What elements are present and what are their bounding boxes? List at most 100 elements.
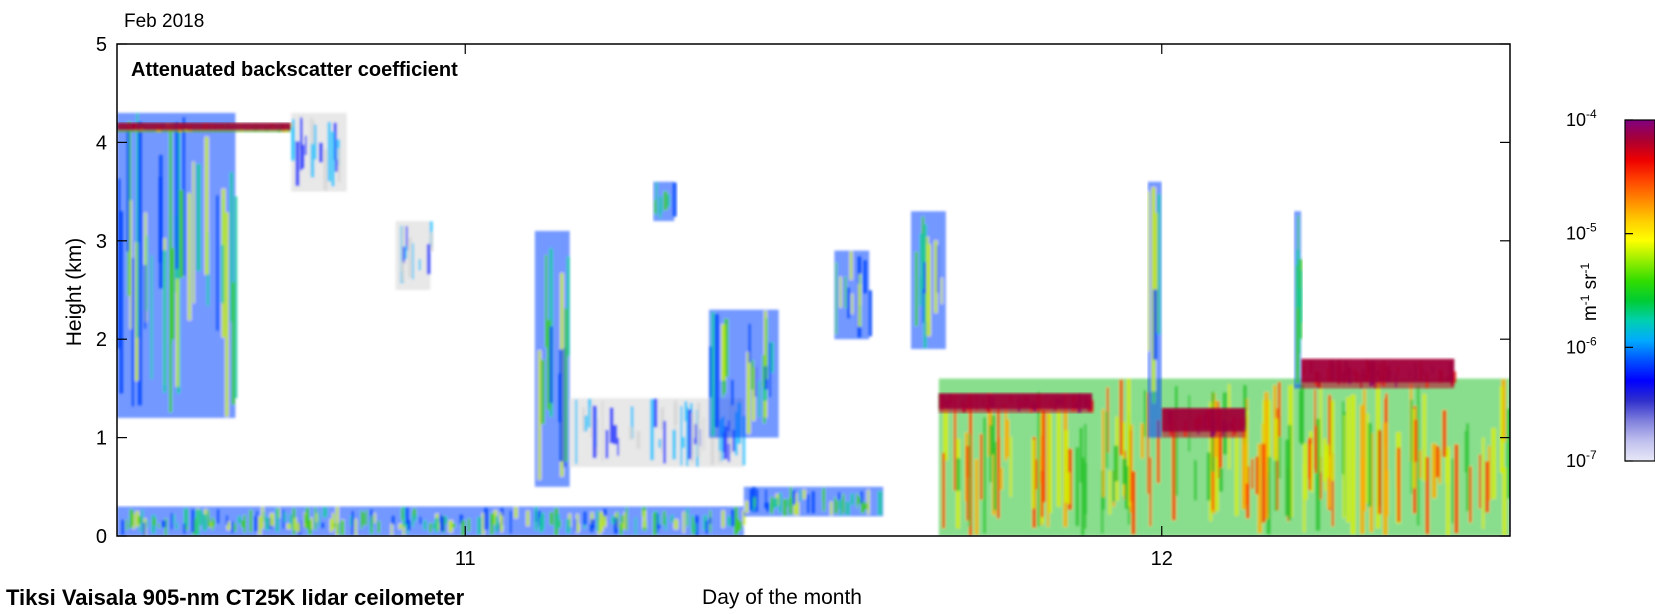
heatmap-cell: [749, 489, 753, 511]
heatmap-cell: [856, 493, 858, 508]
heatmap-cell: [1331, 453, 1334, 527]
heatmap-cell: [434, 518, 439, 533]
heatmap-cell: [1432, 443, 1437, 498]
heatmap-cell: [183, 523, 186, 534]
y-tick-label: 2: [96, 329, 107, 351]
heatmap-cell: [1384, 398, 1387, 447]
x-tick-labels: 11 12: [455, 548, 1173, 570]
heatmap-cell: [1482, 437, 1485, 529]
heatmap-cell: [176, 127, 180, 394]
heatmap-cell: [211, 517, 214, 531]
heatmap-cell: [212, 519, 215, 527]
heatmap-cell: [310, 517, 313, 530]
heatmap-cell: [1039, 456, 1042, 483]
heatmap-cell: [354, 519, 357, 536]
heatmap-cell: [1245, 410, 1248, 484]
heatmap-cell: [753, 497, 756, 507]
heatmap-cell: [807, 494, 810, 514]
heatmap-cell: [800, 490, 802, 501]
heatmap-cell: [1300, 270, 1303, 323]
heatmap-cell: [234, 196, 238, 399]
heatmap-cell: [412, 508, 417, 518]
heatmap-cell: [655, 182, 658, 216]
heatmap-cell: [136, 113, 139, 338]
feature-cloud: [534, 230, 570, 487]
x-tick-label: 11: [455, 548, 476, 570]
heatmap-cell: [844, 276, 847, 309]
heatmap-cell: [538, 350, 541, 480]
heatmap-cell: [429, 523, 432, 533]
heatmap-cell: [369, 520, 372, 534]
heatmap-cell: [742, 510, 746, 526]
heatmap-cell: [256, 511, 258, 531]
heatmap-cell: [230, 172, 233, 322]
heatmap-cell: [762, 355, 765, 388]
heatmap-cell: [128, 524, 133, 528]
heatmap-cell: [121, 519, 124, 536]
instrument-footer: Tiksi Vaisala 905-nm CT25K lidar ceilome…: [6, 585, 465, 610]
heatmap-cell: [1274, 456, 1279, 511]
heatmap-cell: [1488, 446, 1491, 501]
heatmap-cell: [144, 264, 146, 329]
feature-boundary-layer: [117, 506, 746, 536]
heatmap-cell: [1047, 402, 1049, 527]
heatmap-cell: [461, 520, 465, 536]
heatmap-cell: [1383, 422, 1388, 535]
heatmap-cell: [1453, 371, 1457, 383]
heatmap-cell: [684, 401, 688, 422]
heatmap-cell: [261, 506, 264, 529]
heatmap-cell: [564, 308, 568, 462]
heatmap-cell: [619, 523, 623, 535]
heatmap-cell: [838, 501, 842, 509]
y-tick-marks: [117, 43, 1510, 537]
heatmap-cell: [1157, 194, 1161, 335]
heatmap-cell: [849, 251, 853, 280]
heatmap-cell: [1207, 452, 1211, 501]
heatmap-cell: [263, 512, 266, 522]
heatmap-cell: [1325, 444, 1330, 478]
heatmap-cell: [169, 126, 173, 413]
heatmap-cell: [1412, 408, 1416, 489]
heatmap-cell: [405, 507, 409, 524]
y-tick-labels: 0 1 2 3 4 5: [96, 34, 107, 548]
heatmap-cell: [440, 516, 445, 532]
heatmap-cell: [753, 366, 757, 397]
heatmap-cell: [822, 489, 824, 502]
heatmap-cell: [745, 501, 749, 513]
heatmap-cell: [659, 196, 663, 214]
heatmap-cell: [1438, 449, 1441, 484]
heatmap-cell: [751, 360, 754, 390]
heatmap-cell: [254, 516, 257, 532]
heatmap-cell: [1219, 410, 1223, 468]
heatmap-cell: [1255, 456, 1259, 495]
x-axis-label: Day of the month: [702, 586, 862, 609]
heatmap-cell: [672, 182, 677, 217]
heatmap-cell: [304, 135, 307, 156]
heatmap-cell: [164, 518, 168, 536]
heatmap-cell: [693, 422, 696, 439]
heatmap-cell: [1274, 418, 1278, 461]
heatmap-cell: [225, 212, 229, 417]
heatmap-cell: [333, 522, 336, 528]
heatmap-cell: [1331, 400, 1334, 481]
feature-cloud: [911, 211, 946, 350]
heatmap-cell: [135, 511, 139, 527]
heatmap-cell: [143, 522, 146, 536]
heatmap-cell: [766, 502, 769, 512]
heatmap-cell: [1113, 445, 1118, 482]
heatmap-cell: [1151, 187, 1156, 392]
heatmap-cell: [453, 523, 456, 528]
y-axis-label: Height (km): [63, 238, 86, 347]
heatmap-cell: [1194, 460, 1197, 501]
heatmap-cell: [1466, 423, 1469, 511]
heatmap-cell: [196, 164, 201, 271]
heatmap-cell: [315, 513, 318, 522]
heatmap-cell: [1258, 443, 1262, 533]
heatmap-cell: [1368, 423, 1372, 507]
heatmap-cell: [411, 512, 414, 527]
heatmap-cell: [418, 259, 421, 271]
heatmap-cell: [1299, 390, 1303, 443]
feature-virga: [1294, 211, 1303, 389]
heatmap-cell: [1102, 409, 1105, 498]
heatmap-cell: [942, 452, 945, 529]
